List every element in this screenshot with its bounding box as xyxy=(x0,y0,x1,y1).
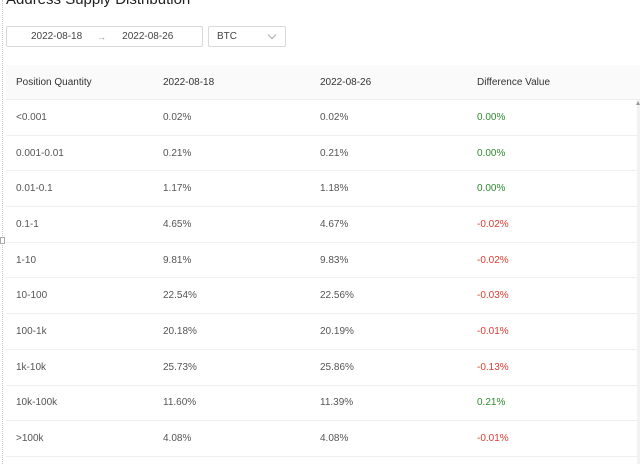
cell-start-value: 11.60% xyxy=(163,397,197,409)
cell-start-value: 9.81% xyxy=(163,254,192,266)
cell-difference-value: -0.02% xyxy=(477,254,509,266)
table-row: 0.01-0.1 1.17% 1.18% 0.00% xyxy=(6,171,640,208)
date-range-picker[interactable]: 2022-08-18 → 2022-08-26 xyxy=(6,26,203,47)
filter-bar: 2022-08-18 → 2022-08-26 BTC xyxy=(6,26,286,47)
cell-difference-value: -0.01% xyxy=(477,433,509,445)
cell-difference-value: 0.00% xyxy=(477,183,506,195)
cell-difference-value: 0.00% xyxy=(477,111,506,123)
cell-end-value: 4.08% xyxy=(320,433,349,445)
cell-end-value: 25.86% xyxy=(320,361,354,373)
cell-position-quantity: <0.001 xyxy=(16,111,47,123)
date-range-separator: → xyxy=(97,31,107,42)
cell-end-value: 0.21% xyxy=(320,147,349,159)
cell-difference-value: -0.13% xyxy=(477,361,509,373)
header-difference-value[interactable]: Difference Value xyxy=(477,76,551,88)
table-row: >100k 4.08% 4.08% -0.01% xyxy=(6,421,640,457)
end-date-input[interactable]: 2022-08-26 xyxy=(122,31,174,42)
header-position-quantity[interactable]: Position Quantity xyxy=(16,76,92,88)
cell-end-value: 11.39% xyxy=(320,397,354,409)
cell-start-value: 20.18% xyxy=(163,325,197,337)
table-header: Position Quantity 2022-08-18 2022-08-26 … xyxy=(6,65,640,100)
table-row: 1k-10k 25.73% 25.86% -0.13% xyxy=(6,350,640,386)
cell-start-value: 4.65% xyxy=(163,218,192,230)
header-end-date[interactable]: 2022-08-26 xyxy=(320,76,372,88)
table-row: <0.001 0.02% 0.02% 0.00% xyxy=(6,100,640,136)
cell-start-value: 0.02% xyxy=(163,111,192,123)
table-row: 10k-100k 11.60% 11.39% 0.21% xyxy=(6,386,640,422)
chevron-down-icon xyxy=(267,30,277,40)
table-row: 100-1k 20.18% 20.19% -0.01% xyxy=(6,314,640,350)
cell-end-value: 4.67% xyxy=(320,218,349,230)
start-date-input[interactable]: 2022-08-18 xyxy=(31,31,83,42)
arrow-up-icon[interactable] xyxy=(636,101,640,105)
cell-start-value: 1.17% xyxy=(163,183,192,195)
cell-start-value: 0.21% xyxy=(163,147,192,159)
cell-position-quantity: 0.001-0.01 xyxy=(16,147,64,159)
cell-position-quantity: 1-10 xyxy=(16,254,37,266)
cell-difference-value: -0.01% xyxy=(477,325,509,337)
cell-position-quantity: 10k-100k xyxy=(16,397,58,409)
asset-select-value: BTC xyxy=(217,31,237,42)
table-row: 0.1-1 4.65% 4.67% -0.02% xyxy=(6,207,640,243)
cell-position-quantity: >100k xyxy=(16,433,44,445)
layout-guide xyxy=(2,0,3,464)
cell-start-value: 4.08% xyxy=(163,433,192,445)
cell-start-value: 22.54% xyxy=(163,290,197,302)
cell-difference-value: -0.03% xyxy=(477,290,509,302)
cell-position-quantity: 1k-10k xyxy=(16,361,47,373)
cell-end-value: 22.56% xyxy=(320,290,354,302)
cell-difference-value: 0.00% xyxy=(477,147,506,159)
scrollbar[interactable] xyxy=(637,100,640,464)
cell-end-value: 0.02% xyxy=(320,111,349,123)
table-row: 10-100 22.54% 22.56% -0.03% xyxy=(6,278,640,315)
cell-position-quantity: 100-1k xyxy=(16,325,47,337)
distribution-table: Position Quantity 2022-08-18 2022-08-26 … xyxy=(6,65,640,457)
asset-select[interactable]: BTC xyxy=(208,26,286,47)
header-start-date[interactable]: 2022-08-18 xyxy=(163,76,215,88)
cell-difference-value: 0.21% xyxy=(477,397,506,409)
table-body: <0.001 0.02% 0.02% 0.00% 0.001-0.01 0.21% 0.21… xyxy=(6,100,640,457)
table-row: 1-10 9.81% 9.83% -0.02% xyxy=(6,243,640,279)
resize-handle[interactable] xyxy=(0,237,5,244)
cell-difference-value: -0.02% xyxy=(477,218,509,230)
cell-end-value: 1.18% xyxy=(320,183,349,195)
cell-position-quantity: 0.01-0.1 xyxy=(16,183,53,195)
cell-position-quantity: 0.1-1 xyxy=(16,218,39,230)
cell-end-value: 9.83% xyxy=(320,254,349,266)
cell-end-value: 20.19% xyxy=(320,325,354,337)
page-title: Address Supply Distribution xyxy=(6,0,190,8)
cell-position-quantity: 10-100 xyxy=(16,290,48,302)
cell-start-value: 25.73% xyxy=(163,361,197,373)
table-row: 0.001-0.01 0.21% 0.21% 0.00% xyxy=(6,136,640,172)
